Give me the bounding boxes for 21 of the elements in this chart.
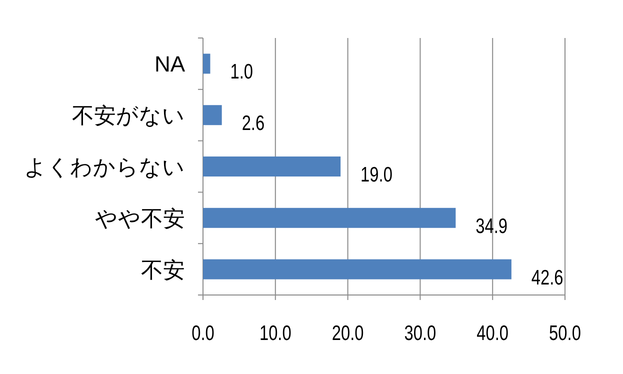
x-tick-label: 40.0 xyxy=(476,321,509,344)
data-label: 2.6 xyxy=(242,111,265,135)
bar xyxy=(203,208,456,228)
x-tick-label: 20.0 xyxy=(332,321,364,344)
x-tick-label: 30.0 xyxy=(404,321,436,344)
x-tick-label: 0.0 xyxy=(192,321,214,344)
y-tick-label: 不安がない xyxy=(72,103,185,128)
bar xyxy=(203,54,210,74)
data-label: 1.0 xyxy=(230,60,254,84)
data-label: 19.0 xyxy=(360,162,392,186)
y-tick-label: 不安 xyxy=(141,257,185,282)
bar xyxy=(203,156,341,176)
y-tick-label: よくわからない xyxy=(24,154,185,180)
x-tick-label: 50.0 xyxy=(549,321,581,344)
data-label: 34.9 xyxy=(476,214,508,238)
bar xyxy=(203,105,222,126)
x-tick-label: 10.0 xyxy=(259,321,292,344)
y-tick-label: NA xyxy=(154,52,186,77)
bar xyxy=(203,259,512,280)
y-tick-label: やや不安 xyxy=(95,206,185,231)
data-label: 42.6 xyxy=(531,265,564,289)
